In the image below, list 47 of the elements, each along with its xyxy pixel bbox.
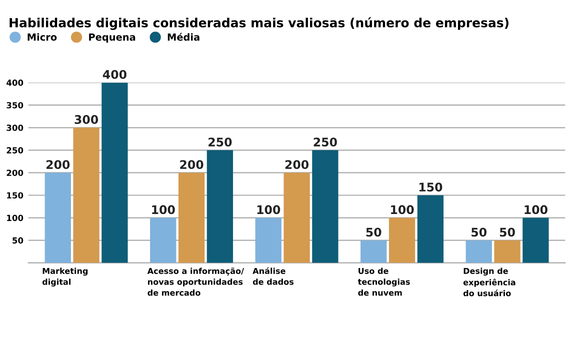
- data-label: 300: [74, 115, 98, 124]
- data-label: 400: [102, 70, 126, 79]
- x-tick-label: Acesso a informação/ novas oportunidades de mercado: [147, 268, 244, 296]
- y-tick-label: 100: [7, 214, 24, 222]
- data-label: 200: [46, 160, 70, 170]
- bar: [360, 240, 387, 263]
- bar: [466, 240, 492, 263]
- x-tick-label: Uso de tecnologias de nuvem: [358, 268, 410, 296]
- y-tick-label: 250: [6, 147, 24, 154]
- y-tick-label: 150: [7, 192, 24, 199]
- bar: [102, 82, 128, 263]
- bar: [73, 128, 100, 263]
- y-tick-label: 300: [6, 124, 24, 131]
- y-tick-label: 350: [6, 102, 24, 108]
- bar: [178, 172, 205, 263]
- data-label: 250: [208, 138, 232, 146]
- bar: [522, 218, 549, 263]
- x-tick-label: Análise de dados: [252, 267, 294, 285]
- chart-title: Habilidades digitais consideradas mais valiosas (número de empresas): [10, 17, 508, 30]
- data-label: 250: [314, 138, 337, 146]
- legend-label: Média: [168, 32, 200, 41]
- bar: [206, 150, 234, 263]
- bar: [494, 240, 520, 263]
- data-label: 50: [366, 228, 382, 237]
- bar: [150, 218, 176, 263]
- y-tick-label: 200: [6, 170, 24, 176]
- bar: [284, 172, 310, 263]
- y-tick-label: 400: [6, 80, 24, 86]
- data-label: 100: [152, 205, 175, 214]
- data-label: 100: [391, 205, 414, 214]
- legend-label: Pequena: [89, 34, 136, 43]
- bar: [44, 172, 71, 263]
- data-label: 50: [500, 228, 515, 237]
- data-label: 100: [524, 205, 548, 214]
- data-label: 150: [419, 182, 442, 192]
- data-label: 200: [285, 160, 309, 170]
- data-label: 100: [257, 205, 280, 214]
- y-tick-label: 50: [12, 237, 24, 244]
- x-tick-label: Design de experiência do usuário: [463, 268, 516, 296]
- data-label: 50: [472, 228, 487, 237]
- bar: [417, 195, 444, 263]
- legend-label: Micro: [28, 33, 57, 41]
- bar: [312, 150, 338, 263]
- data-label: 200: [180, 160, 204, 170]
- bar: [388, 218, 416, 263]
- bar: [255, 218, 282, 263]
- x-tick-label: Marketing digital: [42, 268, 88, 286]
